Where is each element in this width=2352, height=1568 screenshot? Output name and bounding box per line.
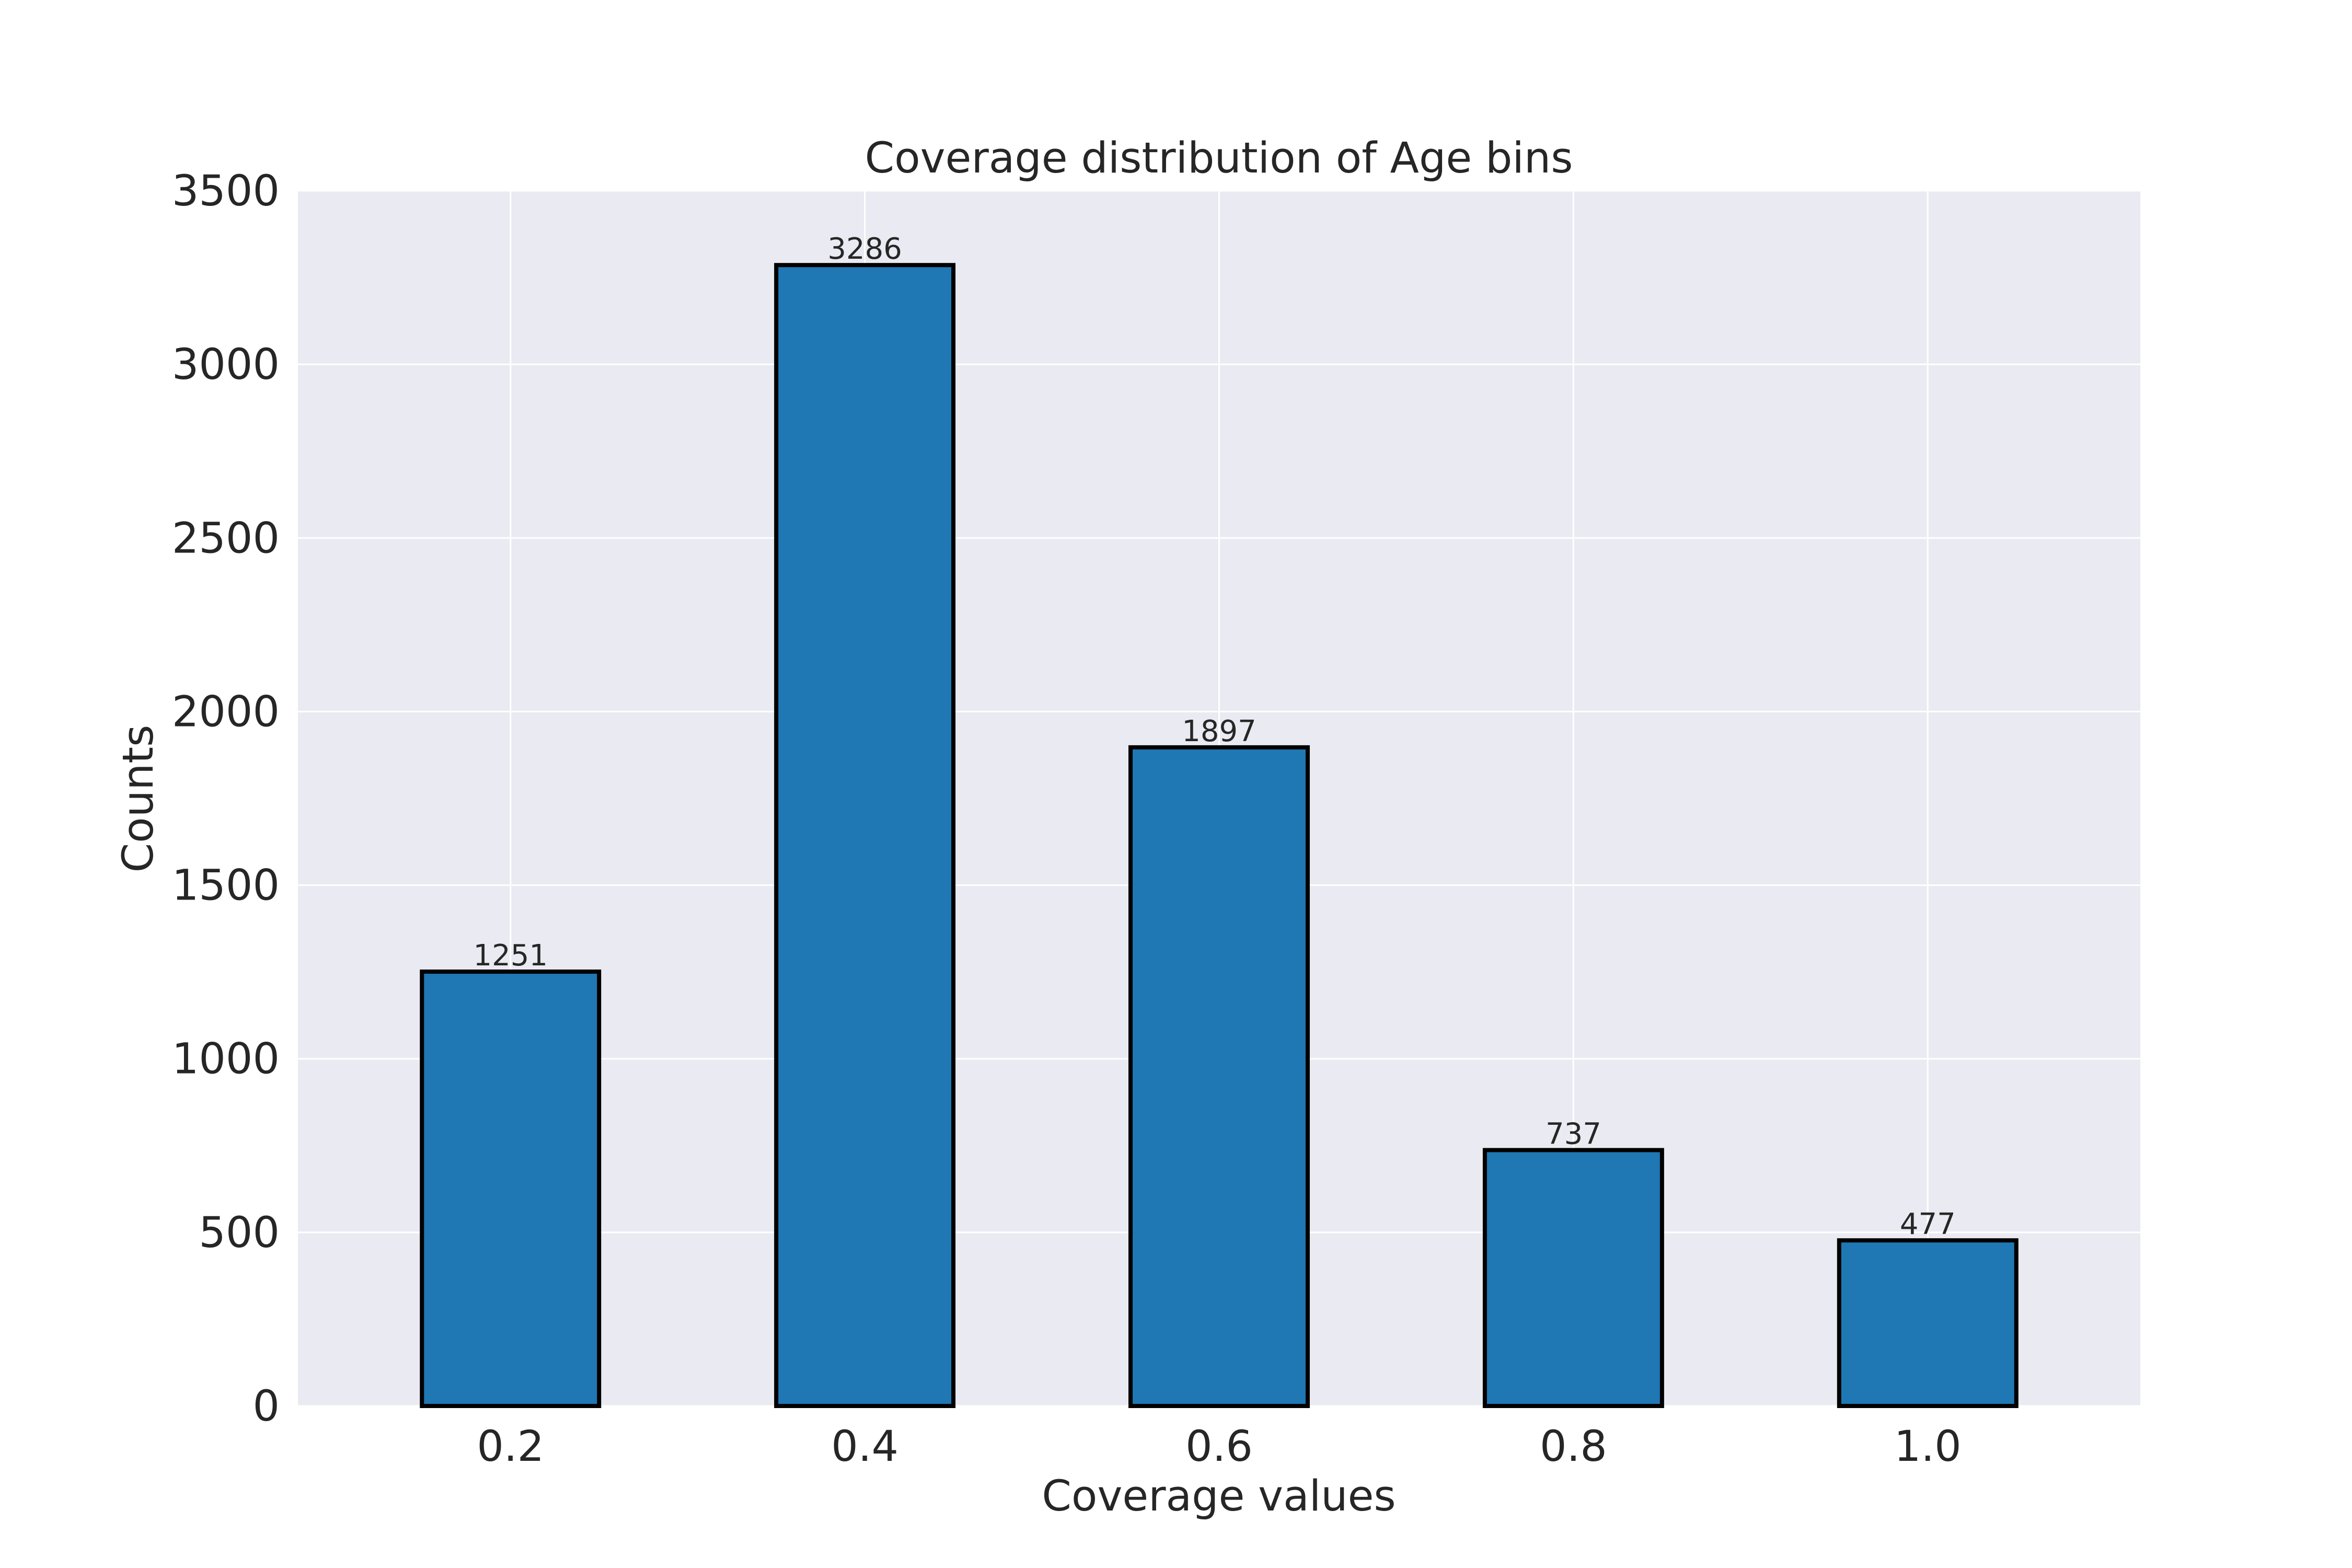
chart-title: Coverage distribution of Age bins [865, 134, 1573, 183]
bar [1482, 1148, 1664, 1408]
y-tick-label: 2500 [172, 514, 280, 563]
y-tick-label: 500 [199, 1208, 280, 1258]
bar [774, 263, 956, 1408]
y-tick-label: 0 [252, 1382, 280, 1431]
bar [420, 969, 602, 1408]
x-axis-ticks: 0.2 0.4 0.6 0.8 1.0 [477, 1422, 1961, 1471]
y-tick-label: 2000 [172, 687, 280, 736]
bar [1837, 1238, 2019, 1409]
y-axis-label: Counts [114, 725, 163, 873]
y-tick-label: 3500 [172, 167, 280, 216]
y-axis-ticks: 0 500 1000 1500 2000 2500 3000 3500 [172, 167, 280, 1431]
bar-value-label: 1251 [473, 939, 548, 973]
y-tick-label: 1500 [172, 861, 280, 910]
x-axis-label: Coverage values [1042, 1472, 1396, 1521]
x-tick-label: 0.6 [1185, 1422, 1253, 1471]
bar-value-label: 477 [1900, 1207, 1956, 1241]
bar [1128, 745, 1310, 1408]
bar-value-label: 3286 [827, 232, 902, 266]
bar-value-label: 1897 [1182, 714, 1256, 748]
y-tick-label: 1000 [172, 1035, 280, 1084]
x-tick-label: 0.4 [831, 1422, 898, 1471]
y-tick-label: 3000 [172, 340, 280, 389]
x-tick-label: 1.0 [1894, 1422, 1962, 1471]
bar-value-label: 737 [1546, 1117, 1601, 1151]
x-tick-label: 0.8 [1540, 1422, 1607, 1471]
bar-value-labels: 1251 3286 1897 737 477 [473, 232, 1955, 1241]
x-tick-label: 0.2 [477, 1422, 544, 1471]
bars [420, 263, 2019, 1409]
